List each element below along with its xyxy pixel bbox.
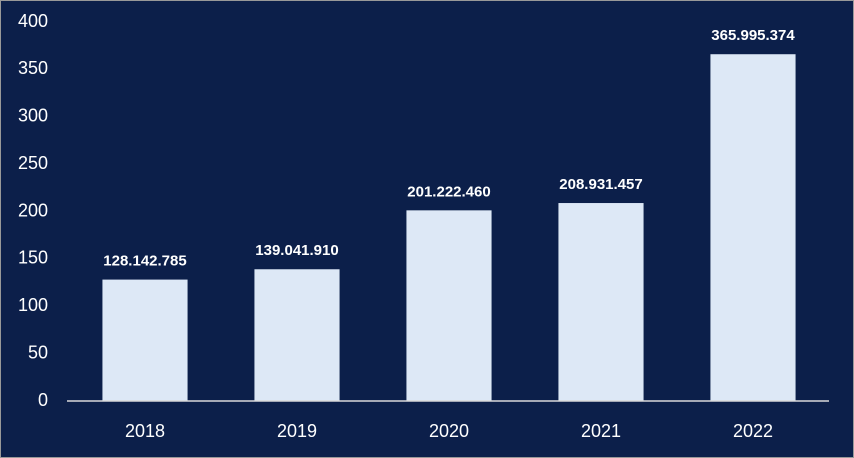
bar [710,54,796,401]
y-tick-label: 400 [18,11,48,31]
bar [558,203,644,401]
x-tick-label: 2021 [581,421,621,441]
value-label: 128.142.785 [103,253,186,270]
y-tick-label: 150 [18,248,48,268]
x-tick-label: 2018 [125,421,165,441]
y-tick-label: 50 [28,342,48,362]
y-tick-label: 300 [18,106,48,126]
y-tick-label: 350 [18,58,48,78]
bar [102,279,188,401]
x-tick-label: 2020 [429,421,469,441]
value-label: 139.041.910 [255,242,338,259]
y-tick-label: 250 [18,153,48,173]
value-label: 201.222.460 [407,183,490,200]
x-tick-label: 2022 [733,421,773,441]
y-tick-label: 100 [18,295,48,315]
bar [254,269,340,401]
y-tick-label: 200 [18,200,48,220]
x-tick-label: 2019 [277,421,317,441]
y-tick-label: 0 [38,390,48,410]
value-label: 208.931.457 [559,176,642,193]
bar [406,210,492,401]
value-label: 365.995.374 [711,27,795,44]
